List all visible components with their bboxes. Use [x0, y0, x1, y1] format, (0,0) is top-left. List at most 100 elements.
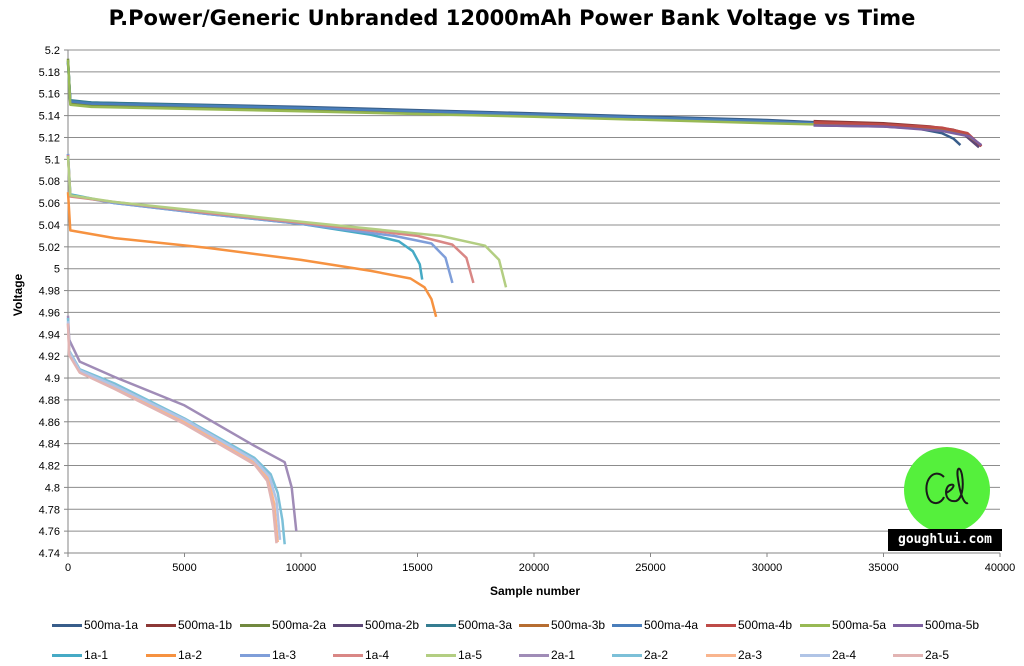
legend-label: 500ma-3b [551, 618, 606, 632]
y-tick-label: 4.82 [39, 461, 60, 473]
legend-item-500ma-3b: 500ma-3b [519, 618, 605, 632]
legend-item-2a-3: 2a-3 [706, 648, 762, 662]
legend-label: 500ma-3a [458, 618, 513, 632]
y-tick-label: 5.06 [39, 198, 60, 210]
legend-item-1a-4: 1a-4 [333, 648, 389, 662]
legend-label: 500ma-5a [832, 618, 887, 632]
x-tick-label: 30000 [752, 562, 783, 574]
legend-item-500ma-1a: 500ma-1a [52, 618, 138, 632]
y-tick-label: 5.02 [39, 242, 60, 254]
y-tick-label: 5.04 [39, 220, 60, 232]
legend-item-1a-1: 1a-1 [52, 648, 108, 662]
y-tick-label: 4.94 [39, 329, 60, 341]
legend-swatch [706, 654, 736, 658]
legend-swatch [893, 624, 923, 628]
legend-label: 500ma-2a [272, 618, 327, 632]
y-tick-label: 5.12 [39, 132, 60, 144]
legend-swatch [333, 624, 363, 628]
legend-swatch [333, 654, 363, 658]
legend-swatch [426, 624, 456, 628]
x-tick-label: 35000 [868, 562, 899, 574]
legend-item-500ma-4a: 500ma-4a [612, 618, 698, 632]
legend-label: 500ma-1b [178, 618, 233, 632]
legend-swatch [52, 624, 82, 628]
legend-item-1a-3: 1a-3 [240, 648, 296, 662]
legend-swatch [519, 624, 549, 628]
legend-item-500ma-5a: 500ma-5a [800, 618, 886, 632]
y-tick-label: 5.1 [45, 154, 60, 166]
logo [904, 447, 990, 533]
y-tick-label: 4.92 [39, 351, 60, 363]
y-tick-label: 4.9 [45, 373, 60, 385]
y-tick-label: 4.84 [39, 439, 60, 451]
y-tick-label: 4.98 [39, 286, 60, 298]
y-tick-label: 4.86 [39, 417, 60, 429]
legend-label: 500ma-1a [84, 618, 139, 632]
legend-swatch [800, 654, 830, 658]
series-line-2a-1 [66, 315, 298, 532]
legend-swatch [706, 624, 736, 628]
legend-label: 2a-3 [738, 648, 763, 662]
legend-item-500ma-3a: 500ma-3a [426, 618, 512, 632]
legend-label: 2a-1 [551, 648, 576, 662]
legend-swatch [893, 654, 923, 658]
chart-title: P.Power/Generic Unbranded 12000mAh Power… [108, 6, 916, 30]
site-watermark: goughlui.com [888, 529, 1002, 551]
legend-item-1a-2: 1a-2 [146, 648, 202, 662]
legend-label: 2a-2 [644, 648, 669, 662]
legend-label: 500ma-5b [925, 618, 980, 632]
legend-swatch [426, 654, 456, 658]
legend-label: 1a-4 [365, 648, 390, 662]
y-tick-label: 4.96 [39, 307, 60, 319]
y-tick-label: 4.78 [39, 504, 60, 516]
series-line-2a-5 [66, 323, 278, 544]
series-line-500ma-5b [813, 124, 983, 147]
y-tick-label: 5.18 [39, 67, 60, 79]
y-tick-label: 4.76 [39, 526, 60, 538]
logo-icon [925, 467, 969, 505]
x-tick-label: 40000 [985, 562, 1016, 574]
x-tick-label: 20000 [519, 562, 550, 574]
series-line-2a-2 [66, 317, 286, 545]
y-tick-label: 4.8 [45, 482, 60, 494]
series-line-500ma-1a [66, 63, 962, 147]
legend-label: 500ma-2b [365, 618, 420, 632]
x-axis-label: Sample number [489, 584, 581, 598]
legend-swatch [146, 624, 176, 628]
legend-item-2a-5: 2a-5 [893, 648, 949, 662]
x-tick-label: 15000 [402, 562, 433, 574]
legend-label: 500ma-4a [644, 618, 699, 632]
legend-item-2a-4: 2a-4 [800, 648, 856, 662]
legend-swatch [800, 624, 830, 628]
legend-swatch [612, 654, 642, 658]
legend-swatch [519, 654, 549, 658]
legend-item-500ma-2b: 500ma-2b [333, 618, 419, 632]
legend-swatch [146, 654, 176, 658]
x-tick-label: 25000 [635, 562, 666, 574]
legend-swatch [240, 624, 270, 628]
legend-item-500ma-2a: 500ma-2a [240, 618, 326, 632]
y-tick-label: 5 [54, 264, 60, 276]
legend-label: 1a-3 [272, 648, 297, 662]
legend-label: 1a-1 [84, 648, 109, 662]
x-tick-label: 10000 [286, 562, 317, 574]
x-tick-label: 5000 [172, 562, 196, 574]
y-tick-label: 4.74 [39, 548, 60, 560]
legend-item-500ma-4b: 500ma-4b [706, 618, 792, 632]
series-line-500ma-5a [66, 59, 814, 126]
y-tick-label: 5.2 [45, 45, 60, 57]
legend-item-500ma-1b: 500ma-1b [146, 618, 232, 632]
legend-item-500ma-5b: 500ma-5b [893, 618, 979, 632]
y-tick-label: 5.14 [39, 111, 60, 123]
y-tick-label: 5.16 [39, 89, 60, 101]
y-tick-label: 4.88 [39, 395, 60, 407]
x-tick-label: 0 [65, 562, 71, 574]
legend-label: 1a-5 [458, 648, 483, 662]
legend-swatch [612, 624, 642, 628]
legend-label: 2a-4 [832, 648, 857, 662]
series-line-1a-5 [66, 156, 508, 288]
legend-item-1a-5: 1a-5 [426, 648, 482, 662]
legend-item-2a-1: 2a-1 [519, 648, 575, 662]
